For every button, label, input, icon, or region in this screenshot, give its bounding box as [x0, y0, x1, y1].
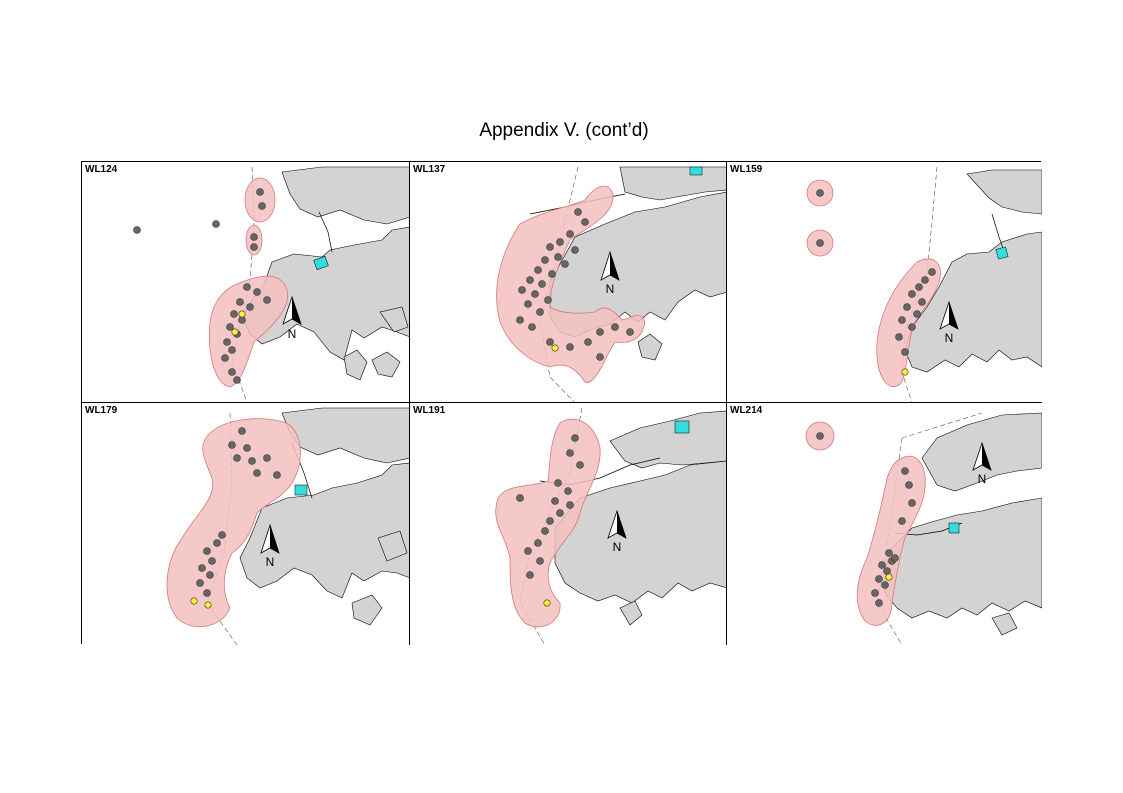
location-points [816, 432, 916, 607]
location-points [516, 208, 634, 361]
road-line [318, 211, 333, 253]
panel-label: WL214 [730, 405, 763, 416]
north-arrow-icon [600, 250, 620, 281]
facility-marker [313, 255, 329, 271]
north-arrow-icon [972, 441, 992, 471]
panel-label: WL137 [413, 164, 446, 175]
home-range [208, 177, 289, 388]
land-mass [554, 410, 726, 626]
north-label: N [606, 282, 615, 296]
capture-points [190, 597, 212, 609]
map-grid: WL124 [81, 161, 1042, 645]
north-label: N [288, 327, 297, 341]
land-mass [239, 407, 409, 626]
map-panel-wl137: WL137 [410, 162, 727, 403]
north-label: N [266, 555, 275, 569]
location-points [133, 188, 271, 384]
map-panel-wl191: WL191 [410, 403, 727, 645]
north-arrow-icon [607, 509, 627, 539]
page-title: Appendix V. (cont’d) [479, 120, 649, 141]
north-arrow-icon [260, 523, 280, 554]
map-wl159: N [806, 166, 1042, 402]
boundary-line [901, 412, 983, 439]
location-points [196, 427, 281, 597]
facility-marker [948, 522, 960, 534]
location-points [516, 434, 584, 579]
home-range [496, 185, 646, 383]
map-panel-wl124: WL124 [82, 162, 410, 403]
facility-marker [995, 246, 1009, 260]
map-panel-wl159: WL159 [727, 162, 1042, 403]
facility-marker [674, 420, 690, 434]
panel-label: WL191 [413, 405, 446, 416]
location-points [816, 189, 936, 356]
home-range [166, 418, 301, 627]
north-label: N [945, 331, 954, 345]
map-wl214: N [805, 412, 1042, 645]
north-arrow-icon [939, 300, 959, 330]
capture-points [901, 368, 909, 376]
north-label: N [978, 472, 987, 486]
panel-label: WL159 [730, 164, 763, 175]
map-panel-wl214: WL214 [727, 403, 1042, 645]
map-wl191: N [495, 407, 726, 645]
map-wl124: N [133, 166, 409, 402]
facility-marker [294, 484, 308, 496]
land-mass [904, 169, 1042, 373]
north-label: N [613, 540, 622, 554]
capture-points [543, 599, 551, 607]
panel-label: WL179 [85, 405, 118, 416]
map-panel-wl179: WL179 [82, 403, 410, 645]
map-wl179: N [166, 407, 409, 645]
facility-marker [689, 166, 703, 176]
panel-label: WL124 [85, 164, 118, 175]
capture-points [885, 573, 893, 581]
map-wl137: N [496, 166, 726, 402]
north-arrow-icon [282, 295, 302, 325]
capture-points [551, 344, 559, 352]
capture-points [231, 310, 246, 336]
